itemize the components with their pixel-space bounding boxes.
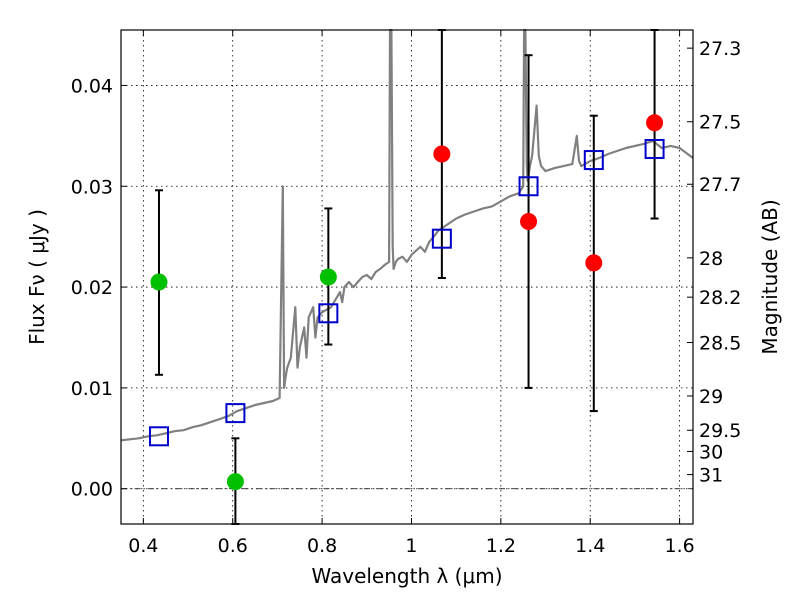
spectrum-line	[120, 28, 694, 442]
right-tick-label: 28.2	[699, 287, 741, 309]
right-axis-label: Magnitude (AB)	[758, 199, 782, 354]
y-tick-label: 0.03	[71, 176, 113, 198]
right-tick-label: 27.5	[699, 112, 741, 134]
spectrum-layer	[120, 28, 694, 442]
right-tick-label: 31	[699, 465, 723, 487]
data-point	[226, 473, 244, 491]
data-point	[646, 114, 664, 132]
model-square	[318, 303, 339, 324]
model-square	[644, 138, 665, 159]
model-square	[518, 176, 539, 197]
y-axis-label: Flux Fν ( μJy )	[25, 209, 49, 345]
x-tick-label: 1.2	[486, 535, 516, 557]
tick-layer: 0.4 0.6 0.8 1 1.2 1.4 1.6 0.00 0.01 0.02 0.03 0.04 2…	[71, 30, 741, 557]
x-axis-label: Wavelength λ (μm)	[311, 564, 502, 588]
data-point	[520, 213, 538, 231]
data-point	[319, 268, 337, 286]
y-tick-label: 0.04	[71, 75, 113, 97]
x-tick-label: 0.6	[218, 535, 248, 557]
model-square	[225, 403, 246, 424]
y-tick-label: 0.02	[71, 277, 113, 299]
x-tick-label: 1.6	[664, 535, 694, 557]
right-tick-label: 28.5	[699, 333, 741, 355]
y-tick-label: 0.00	[71, 479, 113, 501]
plot-frame	[120, 29, 694, 525]
marker-layer	[148, 114, 665, 491]
data-point	[150, 273, 168, 291]
y-tick-label: 0.01	[71, 378, 113, 400]
plot-background	[121, 30, 693, 524]
data-point	[433, 145, 451, 163]
right-tick-label: 29	[699, 386, 723, 408]
data-point	[585, 254, 603, 272]
model-square	[583, 150, 604, 171]
x-tick-label: 0.4	[128, 535, 158, 557]
right-tick-label: 28	[699, 248, 723, 270]
x-tick-label: 1.4	[575, 535, 605, 557]
right-tick-label: 30	[699, 441, 723, 463]
x-tick-label: 1	[405, 535, 417, 557]
right-tick-label: 27.7	[699, 174, 741, 196]
model-square	[431, 228, 452, 249]
x-tick-label: 0.8	[307, 535, 337, 557]
right-tick-label: 29.5	[699, 420, 741, 442]
model-square	[148, 426, 169, 447]
right-tick-label: 27.3	[699, 38, 741, 60]
